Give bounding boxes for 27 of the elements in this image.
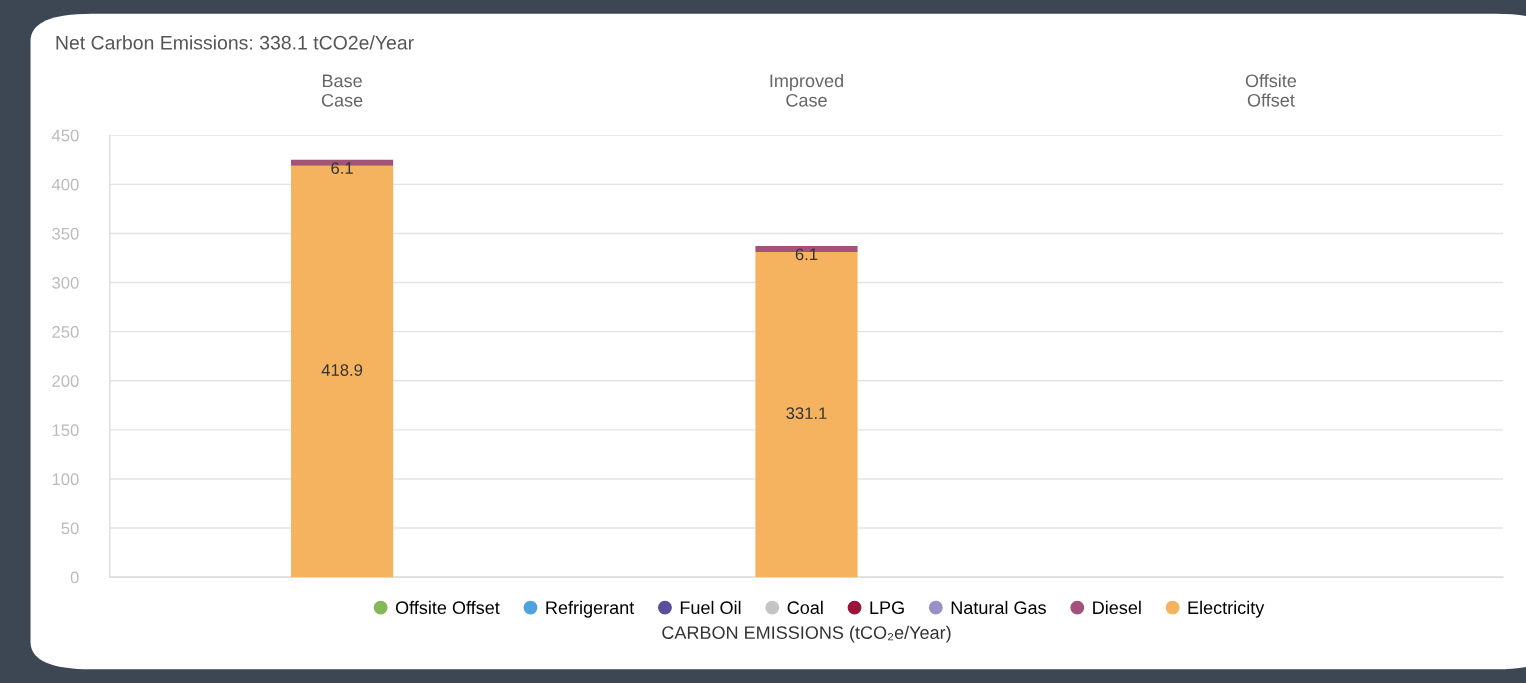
y-tick-label: 150 (52, 424, 79, 437)
legend-label: Coal (787, 600, 823, 615)
data-label: 6.1 (795, 248, 818, 261)
legend-label: LPG (870, 601, 904, 615)
chart-title: Net Carbon Emissions: 338.1 tCO2e/Year (56, 35, 414, 50)
y-tick-label: 400 (51, 178, 79, 191)
x-axis-title: CARBON EMISSIONS (tCO₂e/Year) (662, 625, 951, 643)
y-tick-label: 50 (61, 522, 79, 535)
data-label: 331.1 (786, 407, 827, 420)
x-tick-label: Base Case (321, 74, 363, 107)
y-tick-label: 100 (52, 473, 79, 486)
data-label: 418.9 (321, 364, 363, 376)
data-label: 6.1 (331, 162, 353, 174)
y-tick-label: 0 (70, 571, 79, 584)
legend-label: Diesel (1093, 600, 1141, 615)
y-tick-label: 300 (52, 276, 79, 289)
y-tick-label: 350 (52, 227, 79, 240)
x-tick-label: Offsite Offset (1245, 73, 1297, 107)
y-tick-label: 200 (52, 375, 79, 387)
legend-label: Electricity (1188, 600, 1265, 618)
y-tick-label: 250 (52, 326, 79, 338)
legend-label: Offsite Offset (395, 600, 500, 615)
y-tick-label: 450 (51, 129, 79, 142)
legend-label: Refrigerant (546, 600, 635, 618)
x-tick-label: Improved Case (770, 73, 843, 107)
legend-label: Fuel Oil (680, 600, 741, 615)
legend-label: Natural Gas (951, 600, 1046, 615)
